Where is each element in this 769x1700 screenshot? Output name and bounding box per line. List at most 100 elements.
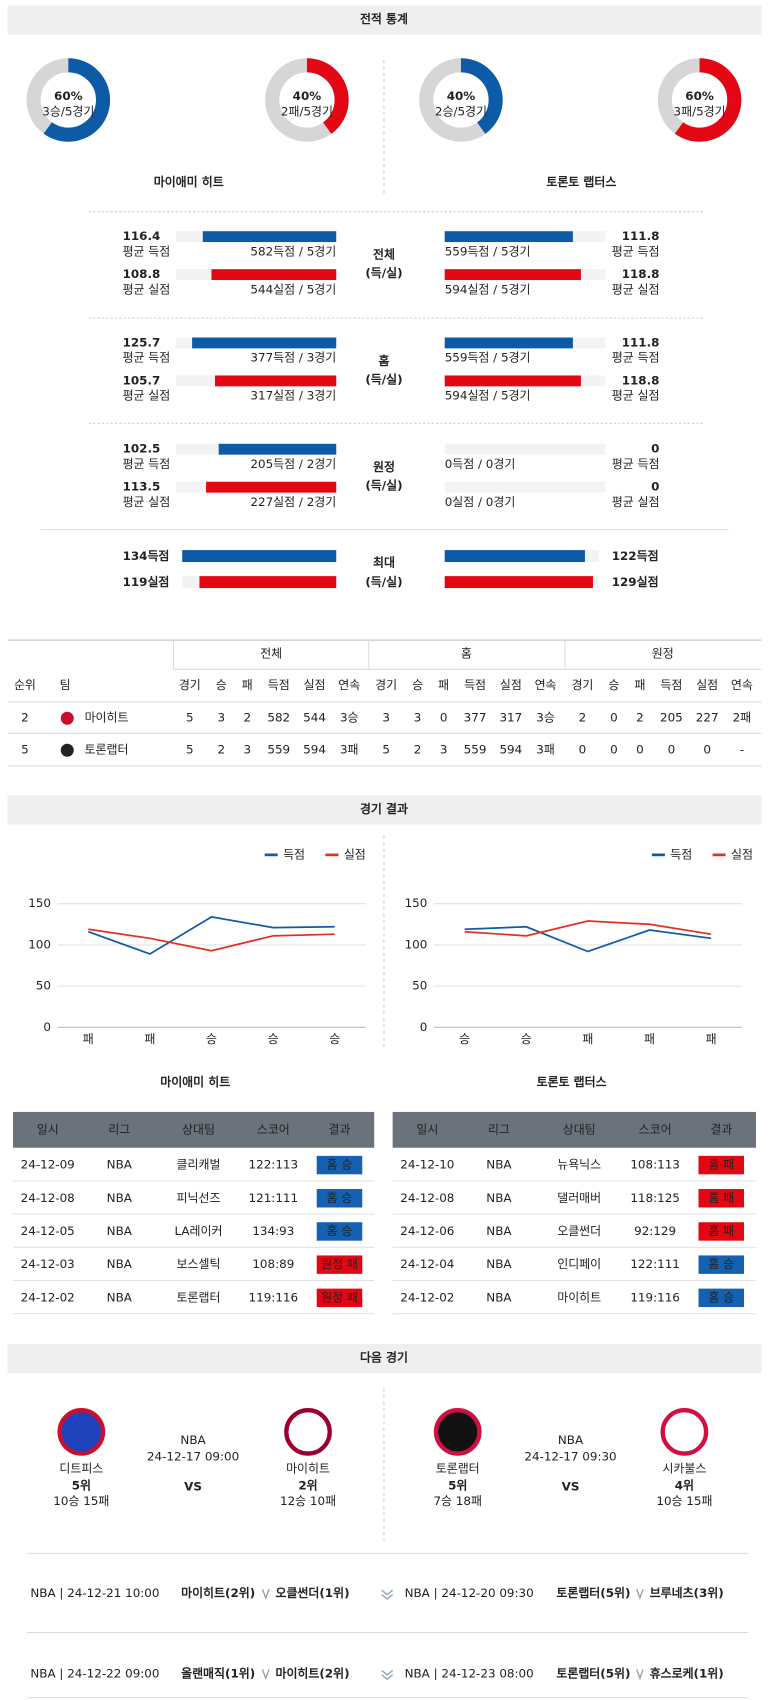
y-tick-label: 0 bbox=[420, 1020, 428, 1034]
team-record: 10승 15패 bbox=[656, 1494, 712, 1508]
team: 올랜매직(1위) bbox=[181, 1666, 255, 1680]
cell: NBA bbox=[107, 1290, 133, 1304]
result-badge bbox=[316, 1155, 363, 1175]
team-rank: 5위 bbox=[448, 1479, 467, 1493]
cell: 3 bbox=[414, 711, 422, 725]
cell: 108:113 bbox=[630, 1158, 680, 1172]
legend-label: 득점 bbox=[283, 847, 305, 861]
stat-bar bbox=[444, 269, 581, 281]
cell: 3 bbox=[243, 743, 251, 757]
game-info: NBA | 24-12-23 08:00 bbox=[405, 1666, 534, 1680]
cell: 댈러매버 bbox=[557, 1191, 601, 1205]
column-header: 득점 bbox=[464, 678, 486, 692]
team-name: 디트피스 bbox=[59, 1461, 103, 1475]
cell: 594 bbox=[499, 743, 522, 757]
cell: 122:113 bbox=[249, 1158, 299, 1172]
cell: 인디페이 bbox=[557, 1257, 601, 1271]
cell: 3승 bbox=[536, 711, 555, 725]
team-name: 토론토 랩터스 bbox=[537, 1075, 607, 1089]
donut-label: 60% bbox=[54, 89, 83, 103]
cell: 5 bbox=[186, 711, 194, 725]
cell: 559 bbox=[267, 743, 290, 757]
column-header: 패 bbox=[242, 678, 253, 692]
group-sub: (득/실) bbox=[365, 479, 402, 493]
team-logo bbox=[60, 711, 74, 725]
stat-label: 평균 실점 bbox=[612, 495, 660, 509]
section-title: 전적 통계 bbox=[360, 12, 408, 26]
cell: 2 bbox=[414, 743, 422, 757]
game-info: NBA | 24-12-20 09:30 bbox=[405, 1586, 534, 1600]
max-label: 129실점 bbox=[612, 575, 659, 589]
cell: NBA bbox=[107, 1257, 133, 1271]
table-header: 일시 bbox=[416, 1122, 438, 1136]
cell: 0 bbox=[668, 743, 676, 757]
vs-icon bbox=[261, 1669, 270, 1680]
cell: 24-12-06 bbox=[400, 1224, 454, 1238]
team-name: 마이히트 bbox=[286, 1461, 330, 1475]
stat-label: 평균 실점 bbox=[123, 282, 171, 296]
table-header: 상대팀 bbox=[182, 1122, 215, 1136]
stat-bar bbox=[211, 269, 337, 281]
cell: 559 bbox=[464, 743, 487, 757]
cell: 0 bbox=[703, 743, 711, 757]
cell: 토론랩터 bbox=[177, 1290, 221, 1304]
stat-bar bbox=[215, 375, 337, 387]
column-header: 경기 bbox=[375, 678, 397, 692]
stat-value: 111.8 bbox=[622, 335, 660, 349]
team: 토론랩터(5위) bbox=[556, 1586, 630, 1600]
team: 토론랩터(5위) bbox=[556, 1666, 630, 1680]
chevron bbox=[381, 1589, 394, 1600]
donut-sub: 3승/5경기 bbox=[42, 104, 94, 118]
cell: 오클썬더 bbox=[557, 1224, 601, 1238]
group-name: 홈 bbox=[378, 354, 389, 368]
column-header: 경기 bbox=[571, 678, 593, 692]
column-header: 실점 bbox=[696, 678, 718, 692]
x-tick-label: 승 bbox=[329, 1032, 340, 1046]
cell: 2 bbox=[579, 711, 587, 725]
team-name: 토론토 랩터스 bbox=[546, 175, 616, 189]
table-header-bg bbox=[13, 1111, 375, 1148]
stat-detail: 594실점 / 5경기 bbox=[445, 282, 531, 296]
stat-detail: 205득점 / 2경기 bbox=[250, 457, 336, 471]
table-header: 스코어 bbox=[257, 1122, 290, 1136]
team-rank: 2위 bbox=[298, 1479, 317, 1493]
column-header: 연속 bbox=[535, 678, 557, 692]
cell: 0 bbox=[579, 743, 587, 757]
column-header: 순위 bbox=[14, 678, 36, 692]
cell: 3 bbox=[440, 743, 448, 757]
cell: 122:111 bbox=[630, 1257, 680, 1271]
column-header: 패 bbox=[634, 678, 645, 692]
cell: 2 bbox=[636, 711, 644, 725]
cell: 118:125 bbox=[630, 1191, 680, 1205]
stat-detail: 559득점 / 5경기 bbox=[445, 351, 531, 365]
cell: 0 bbox=[636, 743, 644, 757]
stat-label: 평균 득점 bbox=[123, 351, 171, 365]
max-label: 134득점 bbox=[123, 549, 170, 563]
section-header-bg bbox=[7, 5, 762, 35]
result-badge bbox=[316, 1189, 363, 1208]
result: 원정 패 bbox=[321, 1257, 358, 1271]
result: 홈 승 bbox=[327, 1158, 353, 1172]
table-header: 결과 bbox=[710, 1122, 732, 1136]
cell: 3 bbox=[382, 711, 390, 725]
result: 홈 승 bbox=[708, 1290, 734, 1304]
stat-label: 평균 득점 bbox=[612, 351, 660, 365]
section-header-bg bbox=[7, 795, 762, 825]
table-header: 결과 bbox=[329, 1122, 351, 1136]
table-header: 리그 bbox=[108, 1122, 130, 1136]
stat-bar bbox=[444, 231, 573, 243]
table-header: 일시 bbox=[37, 1122, 59, 1136]
stat-label: 평균 득점 bbox=[123, 457, 171, 471]
column-header: 연속 bbox=[731, 678, 753, 692]
bar-track bbox=[444, 481, 606, 493]
x-tick-label: 패 bbox=[644, 1032, 655, 1046]
group-header: 원정 bbox=[652, 647, 674, 661]
result-badge bbox=[698, 1288, 745, 1308]
x-tick-label: 패 bbox=[144, 1032, 155, 1046]
rank: 5 bbox=[21, 743, 29, 757]
vs-icon bbox=[636, 1588, 644, 1600]
stat-detail: 594실점 / 5경기 bbox=[445, 389, 531, 403]
table-header: 스코어 bbox=[639, 1122, 672, 1136]
vs: VS bbox=[562, 1480, 580, 1494]
stat-value: 125.7 bbox=[123, 335, 161, 349]
